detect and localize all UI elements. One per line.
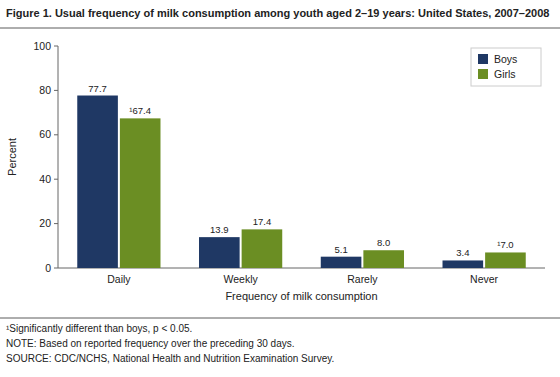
- title-rule: [0, 28, 560, 29]
- y-tick: [54, 179, 58, 180]
- data-label: 3.4: [456, 247, 469, 258]
- footnote-rule: [0, 318, 560, 319]
- y-tick-label: 20: [39, 217, 51, 229]
- legend-label: Girls: [494, 68, 516, 80]
- y-tick-label: 80: [39, 84, 51, 96]
- x-tick-label: Weekly: [224, 273, 259, 285]
- legend-swatch: [478, 54, 488, 64]
- bar: [485, 252, 526, 268]
- data-label: 5.1: [334, 244, 347, 255]
- legend-label: Boys: [494, 53, 517, 65]
- y-tick-label: 0: [45, 262, 51, 274]
- x-axis-label: Frequency of milk consumption: [225, 290, 377, 302]
- bar: [363, 250, 404, 268]
- footnote: ¹Significantly different than boys, p < …: [6, 323, 192, 334]
- y-tick: [54, 268, 58, 269]
- bar: [199, 237, 240, 268]
- legend: Boys Girls: [471, 48, 541, 86]
- y-tick: [54, 46, 58, 47]
- footnote: NOTE: Based on reported frequency over t…: [6, 338, 295, 349]
- bar: [443, 260, 484, 268]
- y-tick: [54, 134, 58, 135]
- data-label: ¹67.4: [129, 105, 151, 116]
- bar: [242, 229, 283, 268]
- x-tick-label: Rarely: [347, 273, 378, 285]
- chart-container: Figure 1. Usual frequency of milk consum…: [0, 0, 560, 377]
- y-tick: [54, 223, 58, 224]
- y-tick-label: 40: [39, 173, 51, 185]
- y-tick: [54, 90, 58, 91]
- x-tick-label: Daily: [107, 273, 131, 285]
- bars: [77, 96, 525, 268]
- chart-svg: Figure 1. Usual frequency of milk consum…: [0, 0, 560, 377]
- x-tick-label: Never: [470, 273, 499, 285]
- data-labels: 77.7 ¹67.4 13.9 17.4 5.1 8.0 3.4 ¹7.0: [88, 83, 513, 259]
- bar: [120, 118, 161, 268]
- data-label: 8.0: [377, 237, 390, 248]
- legend-swatch: [478, 69, 488, 79]
- data-label: ¹7.0: [497, 239, 513, 250]
- legend-box: [471, 48, 541, 86]
- title: Figure 1. Usual frequency of milk consum…: [6, 7, 549, 19]
- y-axis: [58, 46, 59, 268]
- data-label: 77.7: [88, 83, 107, 94]
- bar: [321, 257, 362, 268]
- y-tick-label: 100: [33, 40, 51, 52]
- y-axis-label: Percent: [6, 138, 18, 176]
- data-label: 17.4: [253, 216, 272, 227]
- footnote: SOURCE: CDC/NCHS, National Health and Nu…: [6, 353, 334, 364]
- bar: [77, 96, 118, 268]
- y-tick-label: 60: [39, 128, 51, 140]
- data-label: 13.9: [210, 224, 229, 235]
